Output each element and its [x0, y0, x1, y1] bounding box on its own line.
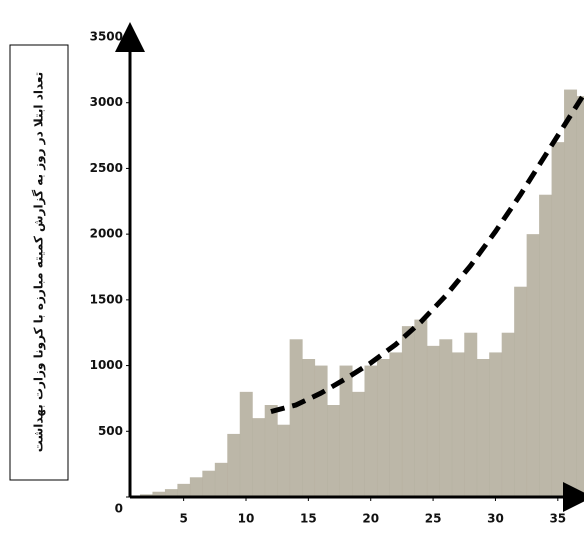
- bar: [315, 366, 328, 497]
- bar: [352, 392, 365, 497]
- x-tick-label: 25: [425, 512, 442, 526]
- bar: [452, 352, 465, 497]
- y-tick-label: 1000: [90, 358, 123, 372]
- bar: [564, 90, 577, 497]
- bar: [252, 418, 265, 497]
- y-axis-label: تعداد ابتلا در روز به گزارش کمیته مبارزه…: [32, 72, 47, 452]
- x-tick-label: 10: [238, 512, 255, 526]
- bar: [464, 333, 477, 497]
- bar: [527, 234, 540, 497]
- x-tick-label: 30: [487, 512, 504, 526]
- bar: [439, 339, 452, 497]
- y-tick-label: 3000: [90, 95, 123, 109]
- bar: [227, 434, 240, 497]
- x-tick-label: 15: [300, 512, 317, 526]
- bar: [177, 484, 190, 497]
- x-tick-label: 35: [549, 512, 566, 526]
- bar: [402, 326, 415, 497]
- x-tick-label: 20: [362, 512, 379, 526]
- bar: [290, 339, 303, 497]
- y-tick-label: 500: [98, 424, 123, 438]
- bar: [414, 320, 427, 497]
- y-tick-label: 3500: [90, 30, 123, 44]
- bar: [202, 471, 215, 497]
- bar: [552, 142, 565, 497]
- bar: [364, 366, 377, 497]
- bar: [539, 195, 552, 497]
- chart: تعداد ابتلا در روز به گزارش کمیته مبارزه…: [0, 0, 584, 530]
- bar: [389, 352, 402, 497]
- bar: [240, 392, 253, 497]
- y-tick-label: 0: [115, 502, 123, 516]
- bar: [265, 405, 278, 497]
- bar: [577, 96, 584, 497]
- plot: [140, 90, 584, 497]
- bar: [327, 405, 340, 497]
- bar: [427, 346, 440, 497]
- bar: [489, 352, 502, 497]
- bar: [340, 366, 353, 497]
- bar: [477, 359, 490, 497]
- bar: [215, 463, 228, 497]
- bar: [514, 287, 527, 497]
- bar: [502, 333, 515, 497]
- bar: [277, 425, 290, 497]
- y-tick-label: 1500: [90, 292, 123, 306]
- bar: [190, 477, 203, 497]
- y-tick-label: 2000: [90, 227, 123, 241]
- y-tick-label: 2500: [90, 161, 123, 175]
- x-tick-label: 5: [179, 512, 187, 526]
- bar: [377, 359, 390, 497]
- bar: [302, 359, 315, 497]
